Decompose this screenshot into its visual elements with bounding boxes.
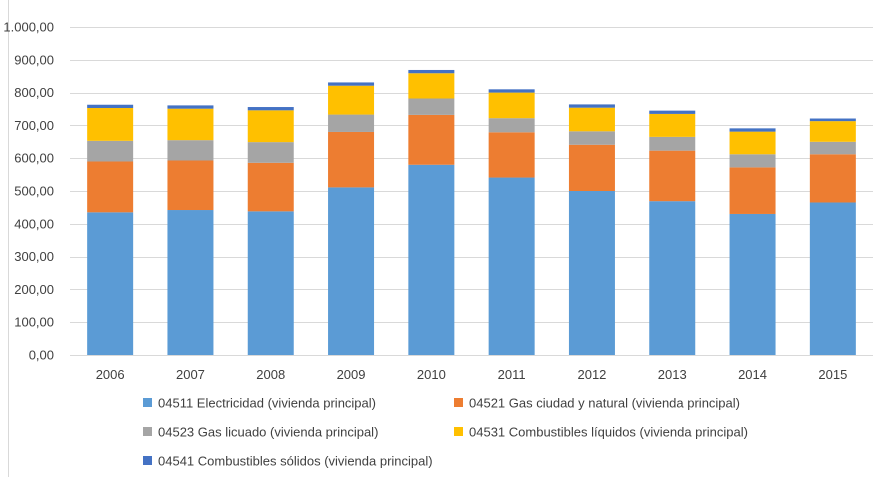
bar-segment-2008-s4 — [247, 110, 294, 143]
bar-segment-2006-s2 — [87, 161, 134, 213]
y-tick-label: 800,00 — [14, 85, 54, 100]
bar-segment-2011-s5 — [488, 89, 535, 93]
x-axis: 2006 2007 2008 2009 2010 2011 2012 2013 2014 2015 — [96, 367, 848, 382]
bar-segment-2008-s2 — [247, 162, 294, 212]
legend-swatch — [143, 398, 152, 407]
bar-segment-2006-s1 — [87, 212, 134, 355]
bar-segment-2006-s5 — [87, 104, 134, 109]
bar-segment-2013-s3 — [649, 136, 696, 151]
bar-segment-2008-s3 — [247, 142, 294, 163]
legend-label: 04541 Combustibles sólidos (vivienda pri… — [158, 454, 433, 469]
legend-label: 04521 Gas ciudad y natural (vivienda pri… — [469, 396, 740, 411]
bar-segment-2011-s4 — [488, 92, 535, 119]
legend-swatch — [143, 456, 152, 465]
bar-segment-2012-s2 — [568, 144, 615, 191]
bar-segment-2009-s4 — [328, 85, 375, 115]
bar-segment-2010-s1 — [408, 164, 455, 355]
bar-segment-2008-s5 — [247, 107, 294, 111]
bar-segment-2009-s5 — [328, 82, 375, 86]
bar-segment-2010-s5 — [408, 69, 455, 74]
x-tick-label: 2010 — [417, 367, 446, 382]
bar-segment-2014-s1 — [729, 213, 776, 355]
legend-label: 04531 Combustibles líquidos (vivienda pr… — [469, 425, 748, 440]
legend-label: 04511 Electricidad (vivienda principal) — [158, 396, 376, 411]
x-tick-label: 2006 — [96, 367, 125, 382]
x-tick-label: 2012 — [577, 367, 606, 382]
y-tick-label: 600,00 — [14, 151, 54, 166]
bar-segment-2015-s5 — [809, 118, 856, 122]
bar-segment-2006-s4 — [87, 108, 134, 141]
bar-segment-2007-s3 — [167, 140, 214, 161]
y-tick-label: 500,00 — [14, 184, 54, 199]
bar-segment-2013-s4 — [649, 113, 696, 137]
bar-segment-2015-s4 — [809, 121, 856, 142]
bar-segment-2013-s5 — [649, 110, 696, 114]
bar-segment-2011-s2 — [488, 132, 535, 178]
bar-segment-2015-s1 — [809, 202, 856, 355]
legend-swatch — [454, 398, 463, 407]
y-tick-label: 1.000,00 — [3, 20, 54, 35]
legend-label: 04523 Gas licuado (vivienda principal) — [158, 425, 378, 440]
bar-segment-2010-s2 — [408, 114, 455, 165]
bar-segment-2013-s1 — [649, 201, 696, 355]
y-tick-label: 0,00 — [29, 348, 54, 363]
bar-segment-2013-s2 — [649, 150, 696, 202]
bar-segment-2006-s3 — [87, 140, 134, 162]
bar-segment-2012-s4 — [568, 107, 615, 132]
y-tick-label: 400,00 — [14, 216, 54, 231]
bar-segment-2010-s3 — [408, 98, 455, 115]
y-tick-label: 300,00 — [14, 249, 54, 264]
bar-segment-2008-s1 — [247, 211, 294, 355]
bar-segment-2012-s3 — [568, 131, 615, 145]
bar-segment-2011-s3 — [488, 118, 535, 133]
bar-segment-2011-s1 — [488, 177, 535, 355]
bars — [87, 69, 856, 355]
bar-segment-2015-s2 — [809, 154, 856, 203]
y-axis: 0,00 100,00 200,00 300,00 400,00 500,00 600,00… — [3, 20, 54, 363]
y-tick-label: 900,00 — [14, 52, 54, 67]
legend: 04511 Electricidad (vivienda principal) 0… — [143, 396, 748, 469]
bar-segment-2014-s3 — [729, 154, 776, 168]
bar-segment-2007-s4 — [167, 108, 214, 141]
x-tick-label: 2011 — [498, 367, 526, 382]
x-tick-label: 2007 — [176, 367, 205, 382]
bar-segment-2009-s2 — [328, 131, 375, 188]
bar-segment-2014-s4 — [729, 131, 776, 155]
bar-segment-2007-s5 — [167, 105, 214, 109]
bar-segment-2014-s2 — [729, 167, 776, 214]
bar-segment-2015-s3 — [809, 141, 856, 155]
bar-segment-2007-s1 — [167, 210, 214, 355]
bar-segment-2012-s5 — [568, 104, 615, 108]
x-tick-label: 2015 — [818, 367, 847, 382]
y-tick-label: 100,00 — [14, 315, 54, 330]
bar-segment-2009-s3 — [328, 114, 375, 132]
x-tick-label: 2008 — [256, 367, 285, 382]
legend-swatch — [454, 427, 463, 436]
x-tick-label: 2009 — [337, 367, 366, 382]
x-tick-label: 2014 — [738, 367, 767, 382]
bar-segment-2014-s5 — [729, 128, 776, 132]
bar-segment-2012-s1 — [568, 191, 615, 355]
bar-segment-2007-s2 — [167, 160, 214, 211]
bar-segment-2010-s4 — [408, 73, 455, 99]
legend-swatch — [143, 427, 152, 436]
x-tick-label: 2013 — [658, 367, 687, 382]
bar-segment-2009-s1 — [328, 187, 375, 355]
y-tick-label: 200,00 — [14, 282, 54, 297]
y-tick-label: 700,00 — [14, 118, 54, 133]
